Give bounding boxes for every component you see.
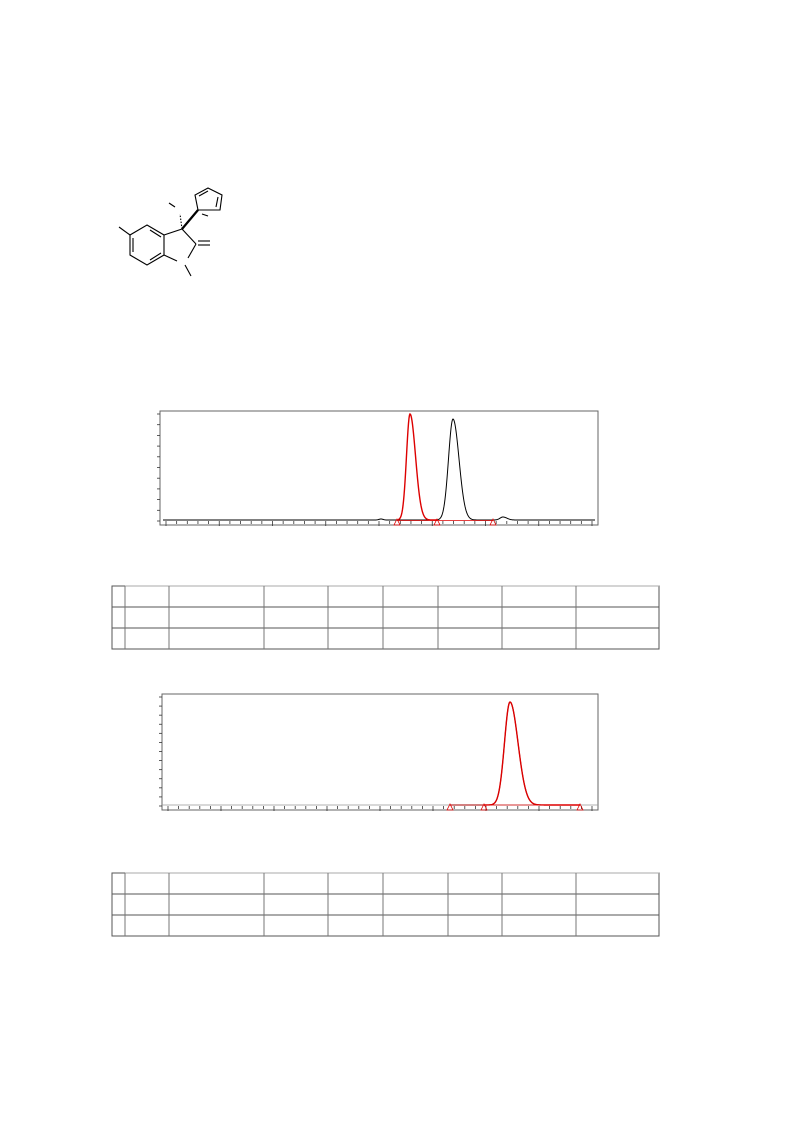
result-table <box>111 872 660 937</box>
tables <box>111 585 660 937</box>
bond <box>149 229 162 238</box>
bond <box>187 243 197 259</box>
integration-marker <box>576 803 584 811</box>
wedge-bond <box>181 209 199 230</box>
plot-frame <box>161 693 599 811</box>
molecule <box>118 187 223 277</box>
bond <box>201 213 209 217</box>
benzene-ring <box>129 224 165 266</box>
thiophene-ring <box>194 187 223 211</box>
bond <box>149 252 162 261</box>
integration-marker <box>393 518 401 526</box>
trace <box>163 418 595 521</box>
integration-marker <box>433 518 441 526</box>
n-methyl-bond <box>184 264 192 277</box>
bond <box>163 228 183 236</box>
table-frame <box>111 585 660 650</box>
integration-marker <box>489 518 497 526</box>
hashed-bond <box>179 213 183 230</box>
methyl-bond <box>168 202 176 208</box>
bond <box>181 228 197 245</box>
plot-frame <box>159 410 599 526</box>
integration-marker <box>480 803 488 811</box>
table-frame <box>111 872 660 937</box>
bond <box>198 190 209 197</box>
chromatogram <box>159 693 599 811</box>
trace <box>397 412 437 521</box>
result-table <box>111 585 660 650</box>
methyl-bond <box>118 226 131 236</box>
integration-marker <box>446 803 454 811</box>
chromatogram <box>157 410 599 526</box>
trace <box>484 701 580 806</box>
bond <box>163 254 178 262</box>
bond <box>215 196 219 208</box>
